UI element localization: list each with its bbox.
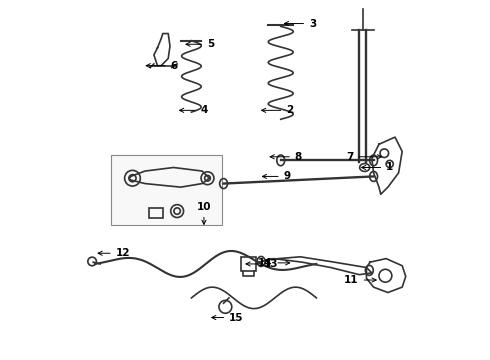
Bar xyxy=(148,207,163,217)
Text: 1: 1 xyxy=(362,162,393,172)
Text: 15: 15 xyxy=(212,312,244,323)
Text: 4: 4 xyxy=(179,105,208,115)
Text: 2: 2 xyxy=(262,105,294,115)
Text: 10: 10 xyxy=(196,202,211,224)
Text: 12: 12 xyxy=(98,248,130,258)
Text: 11: 11 xyxy=(344,275,376,285)
Text: 8: 8 xyxy=(270,152,302,162)
Text: 14: 14 xyxy=(258,258,290,268)
Text: 13: 13 xyxy=(246,259,278,269)
Bar xyxy=(242,257,256,271)
Text: 7: 7 xyxy=(346,152,382,162)
Text: 3: 3 xyxy=(284,18,317,28)
Text: 9: 9 xyxy=(263,171,291,181)
Text: 6: 6 xyxy=(146,61,178,71)
FancyBboxPatch shape xyxy=(111,155,222,225)
Text: 5: 5 xyxy=(186,39,214,49)
